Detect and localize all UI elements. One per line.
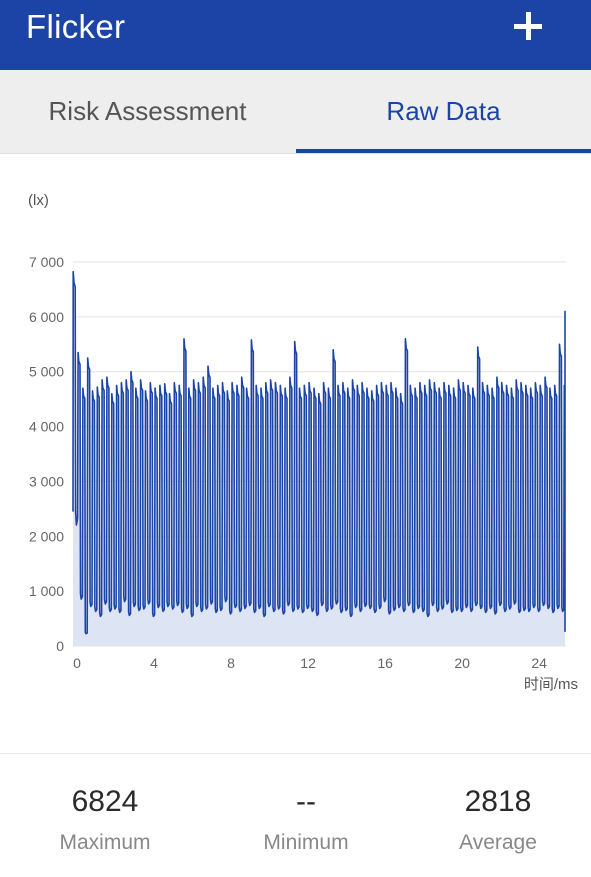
y-tick-label: 1 000: [29, 583, 64, 599]
chart-svg: (lx) 0 4 8 12 16 20 24 0 1 000 2 000 3 000 4 000 5 …: [28, 192, 578, 693]
stat-maximum: 6824 Maximum: [5, 785, 205, 855]
x-tick-label: 4: [150, 655, 158, 671]
y-tick-label: 0: [56, 638, 64, 654]
tab-label: Risk Assessment: [48, 96, 247, 126]
app-bar: Flicker: [0, 0, 591, 70]
x-tick-label: 24: [531, 655, 547, 671]
y-tick-label: 2 000: [29, 528, 64, 544]
x-tick-label: 0: [73, 655, 81, 671]
flicker-chart: (lx) 0 4 8 12 16 20 24 0 1 000 2 000 3 000 4 000 5 …: [0, 153, 591, 713]
stat-value: 2818: [464, 785, 532, 818]
y-tick-label: 4 000: [29, 419, 64, 435]
tab-raw-data[interactable]: Raw Data: [296, 70, 591, 153]
stat-value: 6824: [71, 785, 139, 818]
y-tick-label: 7 000: [29, 254, 64, 270]
x-tick-label: 12: [300, 655, 316, 671]
stat-label: Minimum: [263, 831, 349, 854]
x-tick-label: 16: [377, 655, 393, 671]
y-tick-label: 5 000: [29, 364, 64, 380]
app-title: Flicker: [26, 8, 126, 45]
series-line: [72, 270, 566, 635]
stat-minimum: -- Minimum: [206, 785, 406, 855]
stat-value: --: [296, 785, 316, 818]
divider: [0, 753, 591, 754]
stat-average: 2818 Average: [398, 785, 591, 855]
x-tick-label: 20: [454, 655, 470, 671]
x-axis-label: 时间/ms: [524, 676, 578, 693]
stat-label: Average: [459, 831, 537, 854]
tab-risk-assessment[interactable]: Risk Assessment: [0, 70, 295, 153]
y-tick-label: 3 000: [29, 473, 64, 489]
tab-label: Raw Data: [386, 96, 501, 126]
plus-icon[interactable]: [514, 12, 544, 42]
tab-bar: Risk Assessment Raw Data: [0, 70, 591, 154]
stat-label: Maximum: [59, 831, 151, 854]
active-tab-indicator: [296, 149, 591, 153]
y-tick-label: 6 000: [29, 309, 64, 325]
y-axis-label: (lx): [28, 192, 49, 209]
x-tick-label: 8: [227, 655, 235, 671]
